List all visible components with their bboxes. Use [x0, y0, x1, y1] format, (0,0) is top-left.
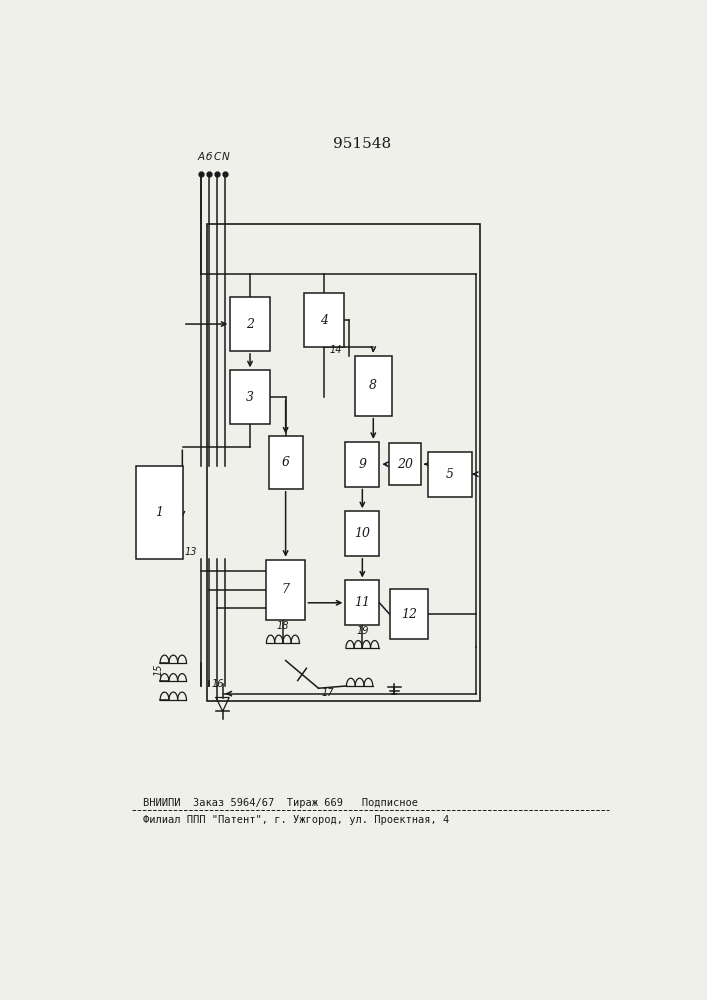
Text: 7: 7: [281, 583, 290, 596]
FancyBboxPatch shape: [389, 443, 421, 485]
Text: 11: 11: [354, 596, 370, 609]
FancyBboxPatch shape: [428, 452, 472, 497]
Text: C: C: [214, 152, 221, 162]
Text: 18: 18: [276, 621, 289, 631]
FancyBboxPatch shape: [304, 293, 344, 347]
Text: 9: 9: [358, 458, 366, 471]
Text: 951548: 951548: [333, 137, 392, 151]
Text: ВНИИПИ  Заказ 5964/67  Тираж 669   Подписное: ВНИИПИ Заказ 5964/67 Тираж 669 Подписное: [144, 798, 418, 808]
Text: 16: 16: [211, 679, 223, 689]
FancyBboxPatch shape: [345, 511, 380, 556]
Text: 10: 10: [354, 527, 370, 540]
FancyBboxPatch shape: [136, 466, 183, 559]
Text: 15: 15: [153, 664, 163, 676]
FancyBboxPatch shape: [345, 442, 380, 487]
Text: б: б: [206, 152, 212, 162]
Text: 17: 17: [321, 688, 334, 698]
FancyBboxPatch shape: [355, 356, 392, 416]
FancyBboxPatch shape: [230, 370, 270, 424]
Text: 13: 13: [185, 547, 197, 557]
FancyBboxPatch shape: [390, 589, 428, 639]
FancyBboxPatch shape: [269, 436, 303, 489]
Text: A: A: [197, 152, 204, 162]
Text: 4: 4: [320, 314, 328, 327]
Text: 6: 6: [281, 456, 290, 469]
Text: 14: 14: [330, 345, 342, 355]
Text: 19: 19: [356, 626, 368, 636]
Text: 8: 8: [369, 379, 378, 392]
Text: 5: 5: [446, 468, 454, 481]
Text: 2: 2: [246, 318, 254, 331]
Text: 20: 20: [397, 458, 413, 471]
FancyBboxPatch shape: [230, 297, 270, 351]
Text: Филиал ППП "Патент", г. Ужгород, ул. Проектная, 4: Филиал ППП "Патент", г. Ужгород, ул. Про…: [144, 815, 450, 825]
FancyBboxPatch shape: [345, 580, 380, 625]
FancyBboxPatch shape: [266, 560, 305, 620]
Text: 12: 12: [401, 608, 417, 621]
Text: 3: 3: [246, 391, 254, 404]
Text: N: N: [221, 152, 229, 162]
Text: 1: 1: [156, 506, 163, 519]
